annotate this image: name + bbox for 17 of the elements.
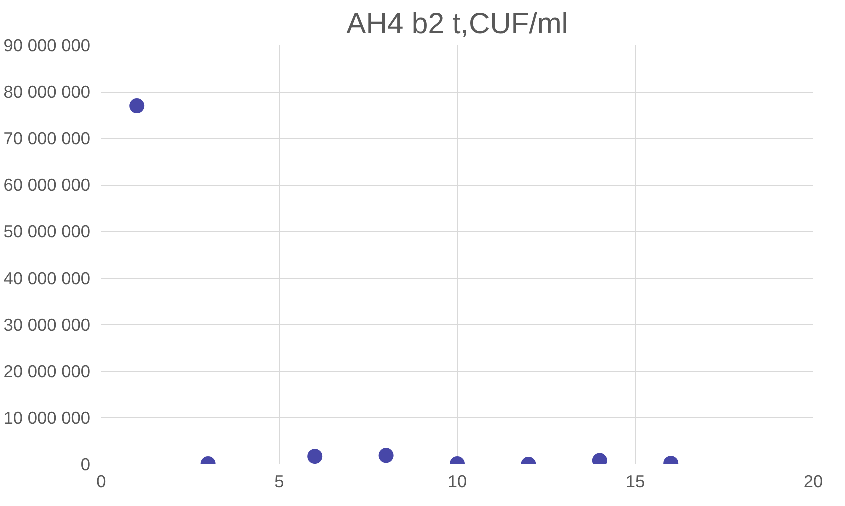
- y-tick-label: 80 000 000: [4, 82, 91, 102]
- chart-title: AH4 b2 t,CUF/ml: [346, 8, 568, 40]
- y-tick-label: 70 000 000: [4, 128, 91, 149]
- y-tick-label: 60 000 000: [4, 175, 91, 196]
- y-tick-label: 20 000 000: [4, 361, 91, 382]
- y-tick-label: 40 000 000: [4, 268, 91, 288]
- y-tick-label: 0: [80, 454, 91, 474]
- x-tick-label: 10: [448, 472, 468, 492]
- y-tick-label: 30 000 000: [4, 314, 91, 335]
- y-tick-label: 50 000 000: [4, 222, 91, 242]
- y-tick-label: 90 000 000: [4, 36, 91, 56]
- x-tick-label: 0: [96, 472, 106, 492]
- y-tick-label: 10 000 000: [4, 408, 91, 428]
- x-tick-label: 5: [274, 472, 284, 492]
- point: [130, 98, 145, 114]
- x-tick-label: 15: [626, 472, 646, 492]
- x-tick-label: 20: [804, 472, 824, 492]
